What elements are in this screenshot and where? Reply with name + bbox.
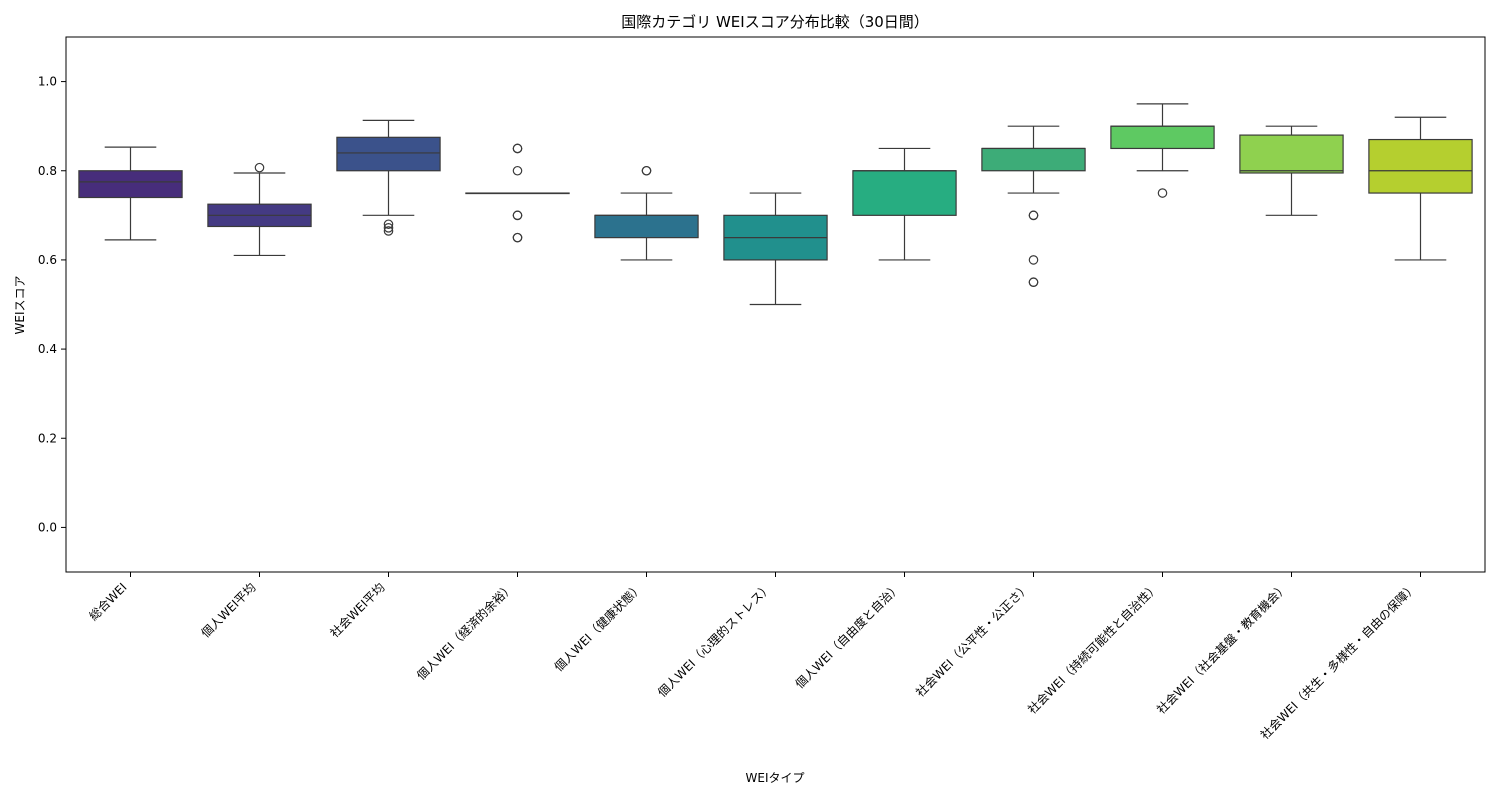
y-tick-label: 1.0 [38, 75, 57, 89]
x-axis: 総合WEI 個人WEI平均 社会WEI平均 個人WEI（経済的余裕） 個人WEI（健康状… [86, 572, 1421, 742]
box-group [981, 125, 1086, 288]
y-tick-label: 0.8 [38, 164, 57, 178]
box-group [465, 143, 570, 243]
box [1368, 138, 1473, 194]
outlier-point [1028, 255, 1039, 265]
x-tick-label: 社会WEI（共生・多様性・自由の保障） [1257, 580, 1420, 743]
box-group [852, 147, 957, 261]
box-group [1239, 125, 1344, 216]
box-group [1368, 116, 1473, 261]
chart-title: 国際カテゴリ WEIスコア分布比較（30日間） [621, 13, 929, 31]
outlier-point [1157, 188, 1168, 198]
outlier-point [254, 162, 265, 173]
box [1239, 134, 1344, 174]
box-group [78, 146, 183, 241]
box [336, 136, 441, 172]
box [1110, 125, 1215, 150]
y-axis-label: WEIスコア [13, 276, 27, 335]
box [981, 147, 1086, 172]
x-tick-label: 社会WEI（社会基盤・教育機会） [1153, 580, 1290, 717]
x-tick-label: 総合WEI [86, 580, 130, 624]
box [594, 214, 699, 239]
box [852, 170, 957, 216]
outlier-point [512, 210, 523, 221]
box-group [594, 165, 699, 261]
x-tick-label: 個人WEI（経済的余裕） [413, 580, 516, 683]
y-axis: 0.0 0.2 0.4 0.6 0.8 1.0 [38, 75, 66, 534]
outlier-point [512, 143, 523, 154]
y-tick-label: 0.4 [38, 342, 57, 356]
outlier-point [512, 232, 523, 243]
box-group [1110, 103, 1215, 198]
box-group [207, 162, 312, 257]
x-tick-label: 社会WEI平均 [327, 580, 388, 641]
outlier-point [641, 165, 652, 176]
plot-frame [65, 36, 1486, 573]
x-tick-label: 個人WEI（健康状態） [551, 580, 646, 675]
outlier-point [383, 223, 394, 233]
outlier-point [512, 165, 523, 176]
y-tick-label: 0.6 [38, 253, 57, 267]
box [78, 170, 183, 199]
outlier-point [1028, 210, 1039, 221]
outlier-point [1028, 277, 1039, 288]
x-axis-label: WEIタイプ [746, 771, 805, 785]
outlier-point [383, 226, 394, 236]
x-tick-label: 個人WEI（自由度と自治） [792, 580, 904, 692]
y-tick-label: 0.2 [38, 431, 57, 445]
outlier-point [383, 219, 394, 230]
y-tick-label: 0.0 [38, 520, 57, 534]
box-group [723, 192, 828, 306]
x-tick-label: 社会WEI（持続可能性と自治性） [1024, 580, 1161, 717]
plot-area [78, 103, 1473, 306]
x-tick-label: 社会WEI（公平性・公正さ） [912, 580, 1032, 700]
x-tick-label: 個人WEI平均 [199, 580, 259, 640]
x-tick-label: 個人WEI（心理的ストレス） [654, 580, 774, 700]
box-group [336, 119, 441, 236]
